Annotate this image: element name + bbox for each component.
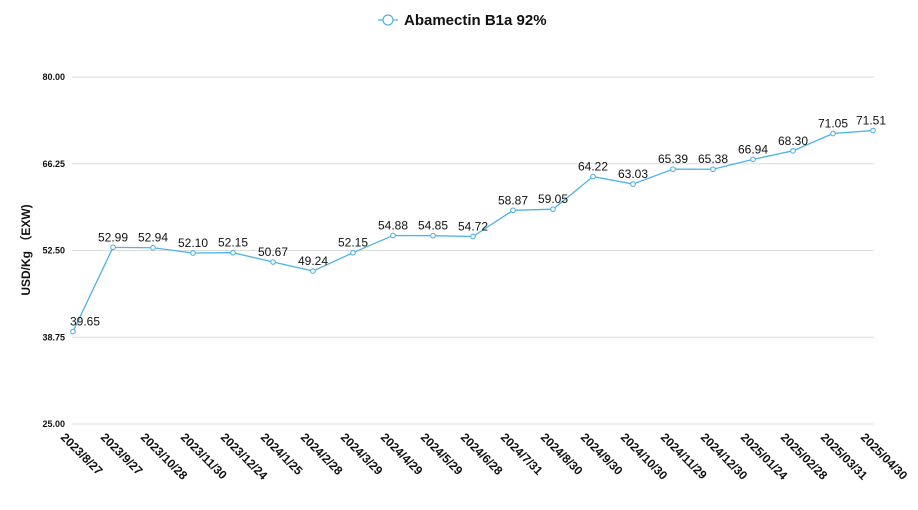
data-label: 49.24 [298,254,328,268]
data-label: 65.39 [658,152,688,166]
data-points [70,127,876,335]
x-tick-label: 2024/9/30 [578,430,626,478]
data-label: 50.67 [258,245,288,259]
data-label: 52.94 [138,231,168,245]
x-tick-label: 2024/4/29 [378,430,426,478]
data-label: 54.72 [458,219,488,233]
data-label: 52.15 [338,236,368,250]
y-tick-label: 66.25 [42,159,65,169]
x-tick-label: 2024/3/29 [338,430,386,478]
y-tick-label: 38.75 [42,332,65,342]
data-label: 59.05 [538,192,568,206]
data-point [630,181,636,187]
data-point [470,233,476,240]
data-labels: 39.65 52.99 52.94 52.10 52.15 50.67 49.24 52.15… [70,114,886,329]
data-point [230,249,236,256]
data-label: 39.65 [70,315,100,329]
x-tick-label: 2023/9/27 [98,430,146,478]
data-label: 71.51 [856,114,886,128]
data-point [550,206,556,213]
data-point [670,166,676,173]
data-label: 64.22 [578,160,608,174]
data-point [750,156,756,163]
x-tick-label: 2024/7/31 [498,430,546,478]
data-point [150,244,156,251]
data-label: 58.87 [498,193,528,207]
data-label: 68.30 [778,134,808,148]
y-tick-label: 80.00 [42,72,65,82]
data-point [310,268,316,274]
x-tick-label: 2024/5/29 [418,430,466,478]
data-label: 54.88 [378,218,408,232]
data-point [430,232,436,239]
data-point [350,249,356,256]
data-label: 63.03 [618,167,648,181]
data-point [270,259,276,265]
data-label: 52.99 [98,230,128,244]
y-axis-label: USD/Kg （EXW) [18,204,33,295]
data-point [70,328,76,335]
data-label: 65.38 [698,152,728,166]
x-tick-label: 2024/2/28 [298,430,346,478]
y-axis-ticks: 25.00 38.75 52.50 66.25 80.00 [42,72,65,429]
data-point [510,207,516,214]
data-label: 71.05 [818,116,848,130]
data-label: 66.94 [738,142,768,156]
data-point [110,244,116,251]
y-tick-label: 52.50 [42,246,65,256]
x-axis-ticks: 2023/8/272023/9/272023/10/282023/11/3020… [58,430,911,483]
data-point [710,166,716,173]
x-tick-label: 2024/8/30 [538,430,586,478]
data-label: 52.10 [178,236,208,250]
y-tick-label: 25.00 [42,419,65,429]
gridlines [72,76,874,425]
data-point [790,147,796,154]
legend-marker-swatch [382,14,394,26]
data-point [390,232,396,239]
x-tick-label: 2023/8/27 [58,430,106,478]
legend: Abamectin B1a 92% [378,12,547,29]
data-point [590,173,596,180]
data-label: 54.85 [418,219,448,233]
data-label: 52.15 [218,236,248,250]
x-tick-label: 2024/6/28 [458,430,506,478]
data-point [830,130,836,137]
legend-series-label: Abamectin B1a 92% [404,12,547,29]
data-point [870,127,876,134]
data-point [190,250,196,256]
